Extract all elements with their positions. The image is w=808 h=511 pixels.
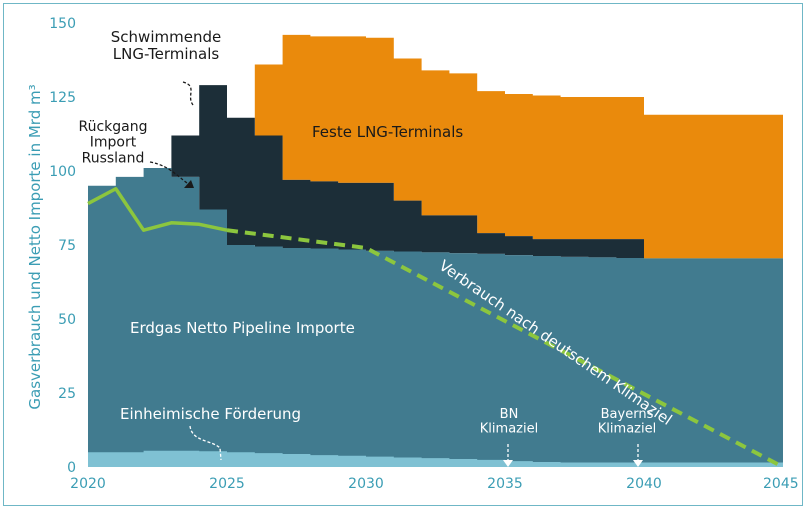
floating-lng-pointer [182, 81, 194, 106]
annotation-russia-decline: Rückgang Import Russland [78, 119, 147, 166]
x-tick-label: 2020 [70, 476, 106, 492]
russia-decline-arrowhead [184, 180, 194, 188]
x-tick-label: 2035 [487, 476, 523, 492]
y-tick-label: 100 [49, 164, 76, 180]
x-tick-label: 2025 [209, 476, 245, 492]
y-tick-label: 50 [58, 312, 76, 328]
annotation-fixed-lng: Feste LNG-Terminals [312, 123, 463, 141]
area-fixed-lng [88, 34, 783, 259]
x-tick-label: 2040 [626, 476, 662, 492]
bavaria-target-arrowhead [633, 460, 643, 467]
area-domestic-production [88, 450, 783, 467]
y-tick-label: 150 [49, 16, 76, 32]
domestic-pointer [189, 425, 222, 461]
y-axis-label: Gasverbrauch und Netto Importe in Mrd m³ [26, 84, 44, 409]
area-floating-lng [88, 85, 783, 259]
x-tick-label: 2030 [348, 476, 384, 492]
y-tick-label: 75 [58, 238, 76, 254]
annotation-bavaria-target: Bayerns Klimaziel [598, 407, 656, 437]
annotation-bn-target: BN Klimaziel [480, 407, 538, 437]
area-pipeline-imports [88, 168, 783, 468]
annotation-pipeline: Erdgas Netto Pipeline Importe [130, 319, 355, 337]
y-tick-label: 0 [67, 460, 76, 476]
y-tick-label: 125 [49, 90, 76, 106]
annotation-floating-lng: Schwimmende LNG-Terminals [111, 28, 221, 63]
bn-target-arrowhead [503, 460, 513, 467]
consumption-actual-line [87, 187, 228, 232]
y-tick-label: 25 [58, 386, 76, 402]
annotation-domestic: Einheimische Förderung [120, 405, 301, 423]
chart-frame [3, 3, 803, 506]
x-tick-label: 2045 [763, 476, 799, 492]
consumption-target-line [226, 228, 784, 469]
